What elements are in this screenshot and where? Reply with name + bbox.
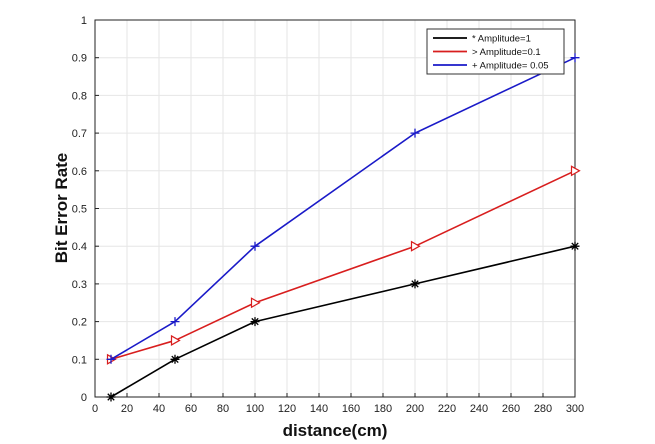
x-tick-label: 100 [246, 403, 264, 415]
y-tick-label: 0 [81, 392, 87, 404]
legend-label: * Amplitude=1 [472, 34, 531, 45]
asterisk-marker [106, 392, 116, 402]
x-tick-label: 40 [153, 403, 165, 415]
y-tick-label: 1 [81, 15, 87, 27]
triangle-marker [170, 334, 181, 346]
y-tick-label: 0.3 [72, 279, 87, 291]
x-tick-label: 120 [278, 403, 296, 415]
y-tick-label: 0.7 [72, 128, 87, 140]
x-tick-label: 140 [310, 403, 328, 415]
y-tick-label: 0.4 [72, 241, 87, 253]
plus-marker [570, 53, 580, 63]
plus-marker [250, 241, 260, 251]
y-tick-label: 0.9 [72, 53, 87, 65]
x-tick-label: 20 [121, 403, 133, 415]
x-tick-label: 300 [566, 403, 584, 415]
plus-marker [410, 128, 420, 138]
triangle-marker [410, 240, 421, 252]
asterisk-marker [570, 241, 580, 251]
plus-marker [106, 354, 116, 364]
x-tick-label: 260 [502, 403, 520, 415]
asterisk-marker [410, 279, 420, 289]
x-tick-label: 0 [92, 403, 98, 415]
x-tick-label: 220 [438, 403, 456, 415]
x-tick-label: 180 [374, 403, 392, 415]
y-tick-label: 0.8 [72, 90, 87, 102]
x-axis-title: distance(cm) [283, 421, 388, 440]
y-tick-label: 0.5 [72, 204, 87, 216]
x-tick-label: 60 [185, 403, 197, 415]
series-0 [106, 241, 580, 402]
asterisk-marker [170, 354, 180, 364]
asterisk-marker [250, 317, 260, 327]
y-tick-label: 0.6 [72, 166, 87, 178]
x-tick-label: 280 [534, 403, 552, 415]
x-tick-label: 80 [217, 403, 229, 415]
y-tick-label: 0.2 [72, 317, 87, 329]
triangle-marker [250, 297, 261, 309]
plus-marker [170, 317, 180, 327]
series-1 [106, 165, 581, 365]
y-tick-label: 0.1 [72, 354, 87, 366]
legend: * Amplitude=1 > Amplitude=0.1 + Amplitude=… [426, 28, 565, 75]
x-tick-label: 240 [470, 403, 488, 415]
axis-ticks: 0 20 40 60 80 100 120 140 160 180 200 220 240 260 280 3… [72, 15, 584, 415]
series-layer [106, 53, 581, 402]
series-2 [106, 53, 580, 364]
x-tick-label: 160 [342, 403, 360, 415]
legend-label: > Amplitude=0.1 [472, 47, 541, 58]
legend-label: + Amplitude= 0.05 [472, 61, 549, 72]
y-axis-title: Bit Error Rate [52, 153, 71, 264]
triangle-marker [570, 165, 581, 177]
x-tick-label: 200 [406, 403, 424, 415]
